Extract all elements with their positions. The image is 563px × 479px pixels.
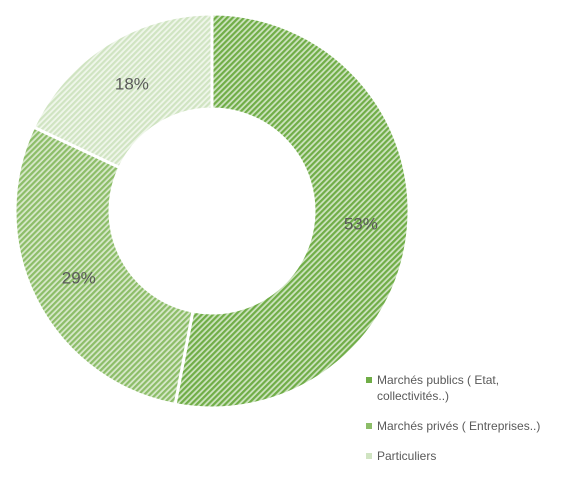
data-label: 18% — [115, 74, 149, 93]
legend-swatch — [366, 423, 372, 429]
legend-item: Particuliers — [366, 448, 563, 464]
legend-label: Marchés privés ( Entreprises..) — [377, 419, 541, 433]
donut-segment — [173, 12, 411, 410]
legend-label: Marchés publics ( Etat, collectivités..) — [377, 373, 500, 403]
legend-item: Marchés privés ( Entreprises..) — [366, 418, 563, 434]
legend-item: Marchés publics ( Etat, collectivités..) — [366, 372, 563, 404]
donut-segment — [13, 125, 195, 407]
legend-label: Particuliers — [377, 449, 437, 463]
donut-segment — [31, 12, 214, 170]
legend: Marchés publics ( Etat, collectivités..)… — [366, 372, 563, 478]
legend-swatch — [366, 377, 372, 383]
legend-swatch — [366, 453, 372, 459]
data-label: 53% — [344, 215, 378, 234]
data-label: 29% — [62, 268, 96, 287]
